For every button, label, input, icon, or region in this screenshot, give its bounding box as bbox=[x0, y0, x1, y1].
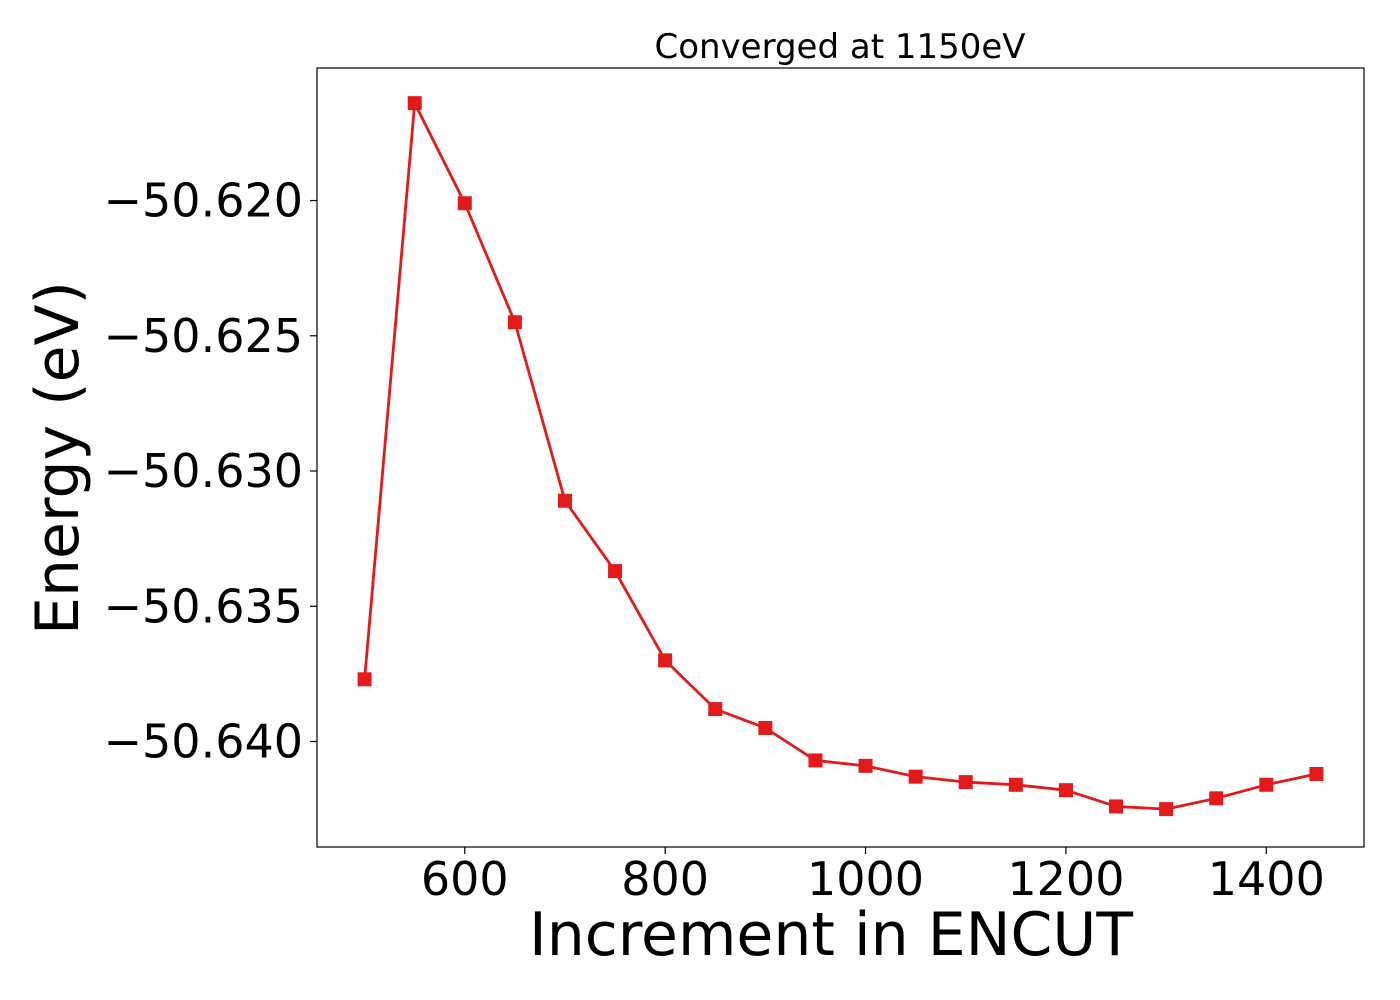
data-point bbox=[1259, 777, 1274, 792]
axes: 600 800 1000 1200 1400 −50.620 −50.625 −50.630 −… bbox=[104, 67, 1365, 906]
data-point bbox=[1209, 791, 1224, 806]
data-point bbox=[357, 672, 372, 687]
y-tick-label: −50.640 bbox=[104, 715, 304, 769]
data-point bbox=[407, 96, 422, 111]
data-point bbox=[708, 702, 723, 717]
y-tick-label: −50.630 bbox=[104, 444, 304, 498]
series-line bbox=[363, 101, 1317, 811]
data-point bbox=[758, 720, 773, 735]
x-axis-label: Increment in ENCUT bbox=[529, 900, 1133, 970]
data-point bbox=[1309, 766, 1324, 781]
data-point bbox=[1109, 799, 1124, 814]
plot-frame bbox=[316, 67, 1365, 848]
x-tick-label: 1000 bbox=[807, 852, 924, 906]
data-point bbox=[507, 315, 522, 330]
x-tick-label: 1400 bbox=[1208, 852, 1325, 906]
chart-title: Converged at 1150eV bbox=[654, 27, 1025, 67]
data-point bbox=[608, 564, 623, 579]
x-tick-label: 800 bbox=[621, 852, 709, 906]
data-point bbox=[1159, 802, 1174, 817]
data-point bbox=[1058, 783, 1073, 798]
data-point bbox=[1008, 777, 1023, 792]
data-point bbox=[908, 769, 923, 784]
y-tick-label: −50.620 bbox=[104, 174, 304, 228]
data-point bbox=[958, 775, 973, 790]
plot-area bbox=[357, 96, 1324, 817]
data-point bbox=[658, 653, 673, 668]
x-tick-label: 1200 bbox=[1007, 852, 1124, 906]
x-tick-label: 600 bbox=[421, 852, 509, 906]
y-tick-label: −50.635 bbox=[104, 579, 304, 633]
y-axis-label: Energy (eV) bbox=[23, 281, 93, 635]
data-point bbox=[457, 196, 472, 211]
data-point bbox=[808, 753, 823, 768]
data-point bbox=[557, 493, 572, 508]
y-tick-label: −50.625 bbox=[104, 309, 304, 363]
data-point bbox=[858, 758, 873, 773]
